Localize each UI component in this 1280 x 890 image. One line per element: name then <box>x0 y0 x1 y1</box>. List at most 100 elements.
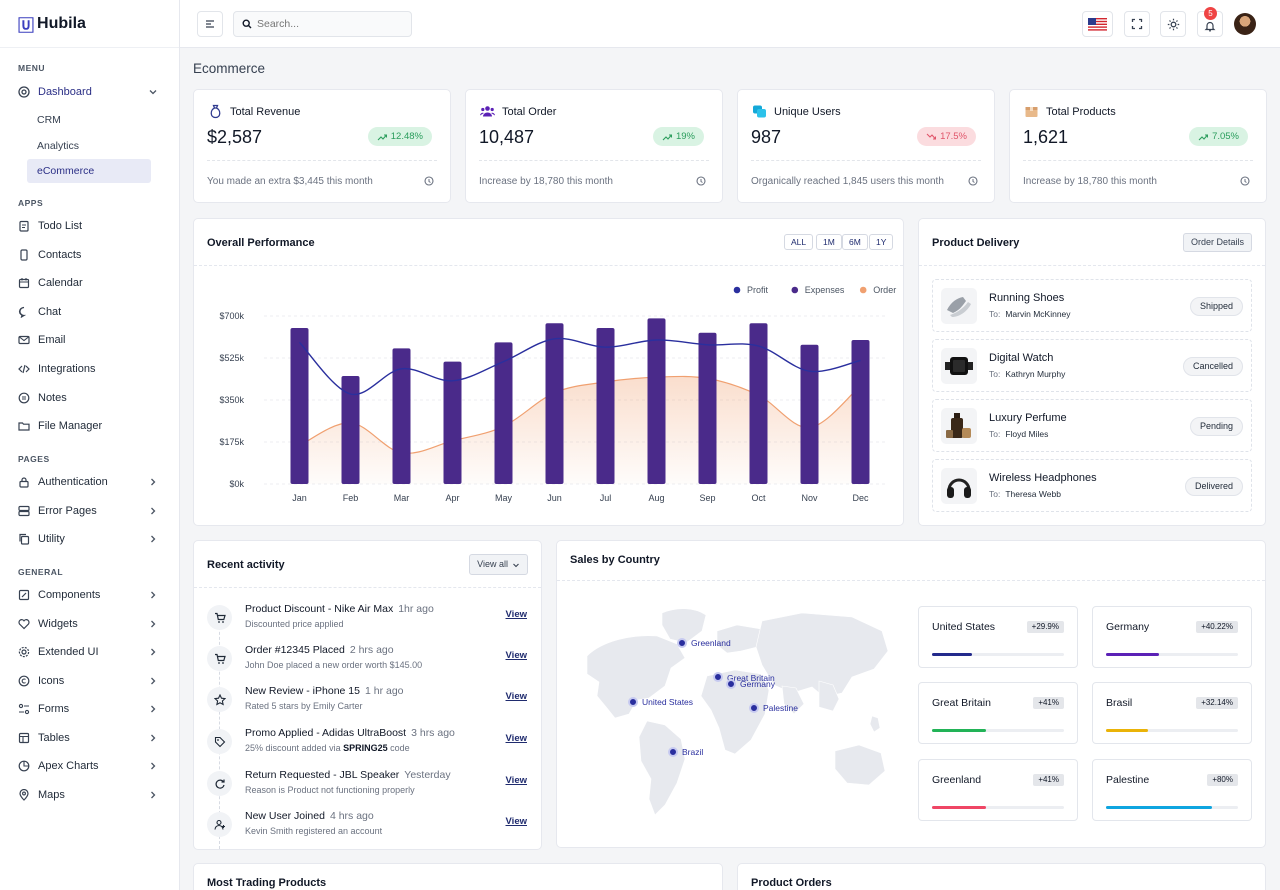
activity-title: New User Joined 4 hrs ago <box>245 810 374 822</box>
activity-title: Return Requested - JBL Speaker Yesterday <box>245 769 451 781</box>
activity-title: New Review - iPhone 15 1 hr ago <box>245 685 404 697</box>
user-plus-icon <box>207 812 232 837</box>
info-icon[interactable] <box>1240 176 1250 186</box>
range-1m-button[interactable]: 1M <box>816 234 842 250</box>
range-all-button[interactable]: ALL <box>784 234 814 250</box>
x-tick-label: Jul <box>600 493 612 503</box>
money-bag-icon <box>210 104 221 119</box>
sidebar-item-label: Notes <box>38 392 67 404</box>
notifications-button[interactable]: 5 <box>1197 7 1223 37</box>
country-name: Germany <box>1106 621 1150 633</box>
table-icon <box>18 732 30 744</box>
country-card-palestine[interactable]: Palestine +80% <box>1092 759 1252 821</box>
sidebar-item-icons[interactable]: Icons <box>10 669 168 693</box>
country-card-greenland[interactable]: Greenland +41% <box>918 759 1078 821</box>
sidebar-item-maps[interactable]: Maps <box>10 783 168 807</box>
sidebar-item-label: Utility <box>38 533 65 545</box>
info-icon[interactable] <box>696 176 706 186</box>
sidebar-item-widgets[interactable]: Widgets <box>10 612 168 636</box>
view-link[interactable]: View <box>505 775 527 786</box>
view-link[interactable]: View <box>505 816 527 827</box>
heart-icon <box>18 619 30 630</box>
country-card-great-britain[interactable]: Great Britain +41% <box>918 682 1078 744</box>
sidebar-item-error-pages[interactable]: Error Pages <box>10 499 168 523</box>
map-marker-brazil <box>668 747 678 757</box>
delivery-item[interactable]: Digital Watch To: Kathryn Murphy Cancelle… <box>932 339 1252 392</box>
sidebar-item-apex-charts[interactable]: Apex Charts <box>10 754 168 778</box>
refresh-icon <box>207 771 232 796</box>
sidebar-item-tables[interactable]: Tables <box>10 726 168 750</box>
map-label-palestine: Palestine <box>763 703 798 713</box>
sidebar-item-label: Todo List <box>38 220 83 232</box>
country-card-united-states[interactable]: United States +29.9% <box>918 606 1078 668</box>
chevron-right-icon <box>151 620 156 628</box>
sidebar-item-ecommerce[interactable]: eCommerce <box>27 159 151 183</box>
bell-icon <box>1204 21 1216 31</box>
sidebar-item-components[interactable]: Components <box>10 583 168 607</box>
avatar[interactable] <box>1234 13 1256 35</box>
sidebar-item-todo-list[interactable]: Todo List <box>10 214 168 238</box>
stat-note: You made an extra $3,445 this month <box>207 176 373 187</box>
delivery-item[interactable]: Running Shoes To: Marvin McKinney Shipped <box>932 279 1252 332</box>
map-marker-germany <box>726 679 736 689</box>
sidebar-item-contacts[interactable]: Contacts <box>10 243 168 267</box>
sidebar-item-label: Email <box>38 334 66 346</box>
view-link[interactable]: View <box>505 650 527 661</box>
view-all-button[interactable]: View all <box>469 554 528 575</box>
language-button[interactable] <box>1082 11 1113 37</box>
search-input[interactable] <box>257 18 397 30</box>
sidebar-item-notes[interactable]: Notes <box>10 386 168 410</box>
sidebar-item-crm[interactable]: CRM <box>37 114 61 126</box>
sidebar-item-label: File Manager <box>38 420 103 432</box>
us-flag-icon <box>1088 17 1107 31</box>
country-change: +29.9% <box>1026 621 1064 633</box>
activity-desc: Rated 5 stars by Emily Carter <box>245 701 363 711</box>
sidebar-item-integrations[interactable]: Integrations <box>10 357 168 381</box>
sidebar-item-label: Extended UI <box>38 646 99 658</box>
range-6m-button[interactable]: 6M <box>842 234 868 250</box>
performance-title: Overall Performance <box>207 237 315 249</box>
country-card-germany[interactable]: Germany +40.22% <box>1092 606 1252 668</box>
progress-track <box>1106 729 1238 732</box>
clipboard-icon <box>19 220 29 232</box>
fullscreen-button[interactable] <box>1124 11 1150 37</box>
bar-dec <box>851 340 870 484</box>
view-link[interactable]: View <box>505 609 527 620</box>
map-label-united-states: United States <box>642 697 693 707</box>
info-icon[interactable] <box>424 176 434 186</box>
info-icon[interactable] <box>968 176 978 186</box>
stat-change: 17.5% <box>940 131 967 142</box>
delivery-item[interactable]: Wireless Headphones To: Theresa Webb Deli… <box>932 459 1252 512</box>
chevron-right-icon <box>151 535 156 543</box>
trend-up-icon <box>662 133 672 140</box>
sidebar-item-chat[interactable]: Chat <box>10 300 168 324</box>
sidebar-item-dashboard[interactable]: Dashboard <box>10 80 168 104</box>
view-link[interactable]: View <box>505 691 527 702</box>
sidebar-item-file-manager[interactable]: File Manager <box>10 414 168 438</box>
app-logo[interactable]: 🅄 Hubila <box>0 0 179 48</box>
sidebar-item-analytics[interactable]: Analytics <box>37 140 80 152</box>
sidebar-item-utility[interactable]: Utility <box>10 527 168 551</box>
world-map[interactable]: Greenland Great Britain Germany United S… <box>567 601 907 841</box>
status-badge: Cancelled <box>1182 357 1243 376</box>
stat-value: 987 <box>751 127 782 147</box>
trend-up-icon <box>1198 133 1209 140</box>
sidebar-item-extended-ui[interactable]: Extended UI <box>10 640 168 664</box>
delivery-item[interactable]: Luxury Perfume To: Floyd Miles Pending <box>932 399 1252 452</box>
bar-sep <box>698 332 717 484</box>
sidebar-item-email[interactable]: Email <box>10 328 168 352</box>
menu-toggle-button[interactable] <box>197 11 223 37</box>
sidebar-item-authentication[interactable]: Authentication <box>10 470 168 494</box>
progress-track <box>932 806 1064 809</box>
country-card-brasil[interactable]: Brasil +32.14% <box>1092 682 1252 744</box>
sidebar-item-forms[interactable]: Forms <box>10 697 168 721</box>
view-link[interactable]: View <box>505 733 527 744</box>
stat-change-badge: 17.5% <box>917 127 976 146</box>
sidebar-item-calendar[interactable]: Calendar <box>10 271 168 295</box>
notes-icon <box>18 392 30 404</box>
map-marker-united-states <box>628 697 638 707</box>
range-1y-button[interactable]: 1Y <box>869 234 894 250</box>
pie-chart-icon <box>18 760 30 772</box>
order-details-button[interactable]: Order Details <box>1182 233 1252 252</box>
theme-toggle-button[interactable] <box>1160 11 1186 37</box>
